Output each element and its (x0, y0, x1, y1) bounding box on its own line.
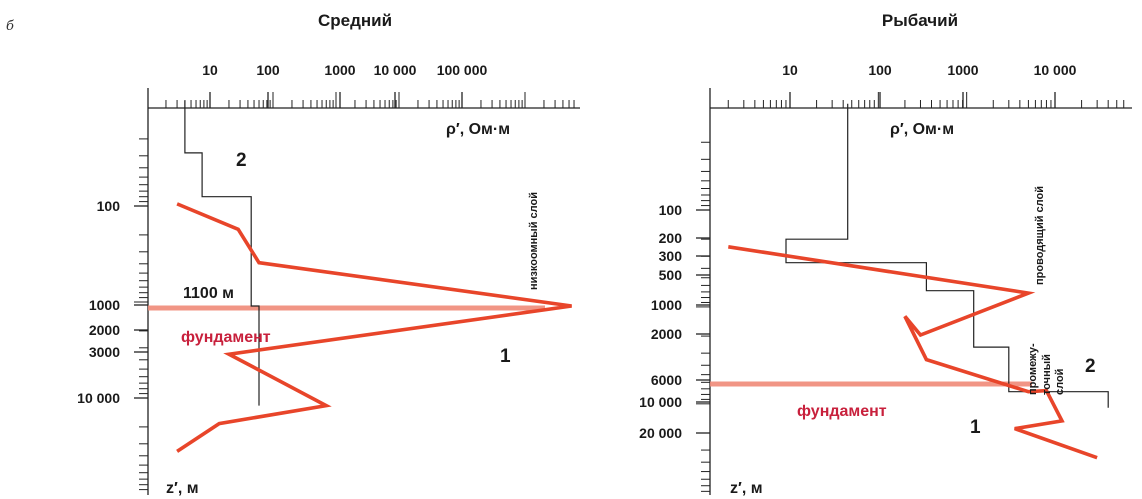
y-tick-label: 2000 (651, 326, 682, 342)
y-tick-label: 6000 (651, 372, 682, 388)
x-tick-label: 1000 (324, 62, 355, 78)
y-tick-label: 300 (659, 248, 683, 264)
x-tick-label: 10 (202, 62, 218, 78)
y-axis-label: z′, м (730, 480, 763, 497)
foundation-label: фундамент (797, 403, 887, 420)
x-tick-label: 10 000 (1034, 62, 1077, 78)
panel-letter: б (6, 19, 14, 34)
foundation-label: фундамент (181, 329, 271, 346)
x-tick-label: 10 (782, 62, 798, 78)
y-minor-ticks (696, 141, 710, 492)
chart-srednii: Средний 10 100 1000 10 000 100 000 100 1000 2000… (77, 11, 580, 497)
x-minor-ticks (727, 92, 1125, 108)
layer-label-upper: проводящий слой (1034, 186, 1046, 285)
x-axis-label: ρ′, Ом·м (446, 121, 510, 138)
y-tick-label: 1000 (651, 297, 682, 313)
series-2-line (184, 100, 260, 406)
y-tick-label: 3000 (89, 344, 120, 360)
layer-label-lower-1: промежу- (1027, 343, 1039, 395)
y-tick-label: 20 000 (639, 425, 682, 441)
chart-title: Средний (318, 11, 392, 30)
x-tick-label: 1000 (947, 62, 978, 78)
x-tick-label: 100 (868, 62, 892, 78)
y-tick-label: 500 (659, 267, 683, 283)
curve-1-label: 1 (500, 346, 511, 367)
x-tick-label: 10 000 (374, 62, 417, 78)
layer-label-lower-2: точный (1041, 354, 1053, 395)
curve-2-label: 2 (236, 150, 247, 171)
layer-label: низкоомный слой (528, 192, 540, 290)
x-tick-label: 100 000 (437, 62, 488, 78)
layer-label-lower-3: слой (1054, 369, 1066, 395)
y-tick-label: 100 (97, 198, 121, 214)
series-1-line (176, 202, 572, 453)
y-tick-label: 10 000 (639, 394, 682, 410)
depth-annotation: 1100 м (183, 285, 234, 302)
series-2-line (785, 103, 1109, 408)
y-tick-label: 100 (659, 202, 683, 218)
curve-2-label: 2 (1085, 356, 1096, 377)
y-tick-label: 10 000 (77, 390, 120, 406)
y-tick-label: 1000 (89, 297, 120, 313)
x-tick-label: 100 (256, 62, 280, 78)
y-axis-label: z′, м (166, 480, 199, 497)
chart-title: Рыбачий (882, 11, 958, 30)
x-minor-ticks (165, 92, 575, 108)
curve-1-label: 1 (970, 417, 981, 438)
y-tick-label: 200 (659, 230, 683, 246)
series-1-line (728, 245, 1098, 460)
chart-rybachii: Рыбачий 10 100 1000 10 000 100 200 300 500 1000 20… (639, 11, 1132, 497)
y-minor-ticks (134, 138, 148, 491)
x-axis-label: ρ′, Ом·м (890, 121, 954, 138)
y-tick-label: 2000 (89, 322, 120, 338)
